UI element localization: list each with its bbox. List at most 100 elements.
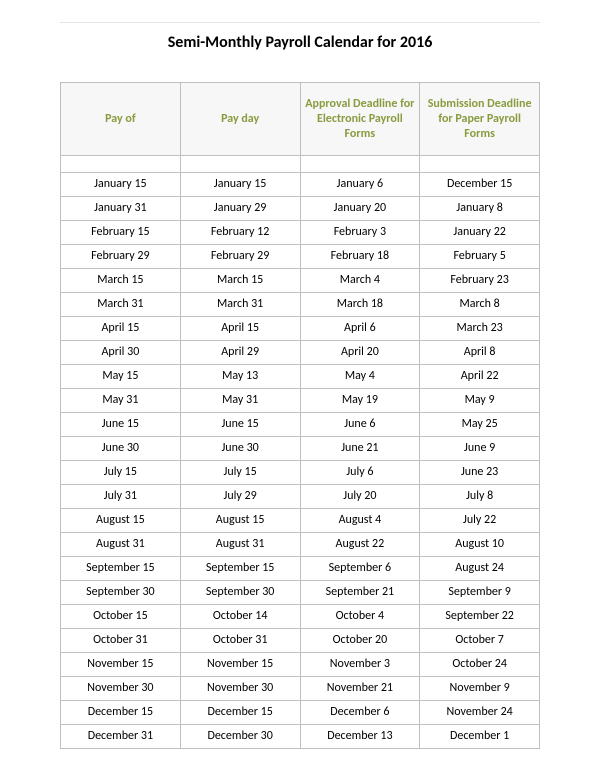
table-cell: July 20 — [300, 485, 420, 509]
table-cell: April 15 — [180, 317, 300, 341]
table-cell: January 6 — [300, 173, 420, 197]
table-cell: October 14 — [180, 605, 300, 629]
table-spacer-row — [61, 156, 540, 173]
table-cell: March 18 — [300, 293, 420, 317]
table-cell: April 8 — [420, 341, 540, 365]
table-cell: June 30 — [180, 437, 300, 461]
table-cell: June 9 — [420, 437, 540, 461]
table-cell: January 15 — [180, 173, 300, 197]
table-cell: October 4 — [300, 605, 420, 629]
table-cell: January 22 — [420, 221, 540, 245]
table-cell: March 8 — [420, 293, 540, 317]
table-cell: April 20 — [300, 341, 420, 365]
table-cell: December 6 — [300, 701, 420, 725]
table-cell: September 9 — [420, 581, 540, 605]
table-cell: May 31 — [180, 389, 300, 413]
table-row: February 15February 12February 3January … — [61, 221, 540, 245]
table-cell: April 22 — [420, 365, 540, 389]
table-cell: September 30 — [180, 581, 300, 605]
spacer-cell — [420, 156, 540, 173]
table-cell: December 15 — [180, 701, 300, 725]
table-cell: February 3 — [300, 221, 420, 245]
table-row: August 31August 31August 22August 10 — [61, 533, 540, 557]
table-cell: September 22 — [420, 605, 540, 629]
table-cell: February 23 — [420, 269, 540, 293]
table-cell: October 20 — [300, 629, 420, 653]
table-row: January 31January 29January 20January 8 — [61, 197, 540, 221]
table-cell: January 15 — [61, 173, 181, 197]
table-row: July 31July 29July 20July 8 — [61, 485, 540, 509]
table-cell: September 30 — [61, 581, 181, 605]
table-cell: July 15 — [61, 461, 181, 485]
table-cell: November 24 — [420, 701, 540, 725]
table-row: June 30June 30June 21June 9 — [61, 437, 540, 461]
table-cell: February 12 — [180, 221, 300, 245]
table-row: April 15April 15April 6March 23 — [61, 317, 540, 341]
table-cell: February 15 — [61, 221, 181, 245]
table-row: July 15July 15July 6June 23 — [61, 461, 540, 485]
table-row: January 15January 15January 6December 15 — [61, 173, 540, 197]
table-cell: November 15 — [180, 653, 300, 677]
payroll-table: Pay of Pay day Approval Deadline for Ele… — [60, 82, 540, 749]
table-cell: March 31 — [180, 293, 300, 317]
table-cell: October 31 — [180, 629, 300, 653]
table-cell: November 3 — [300, 653, 420, 677]
table-cell: August 31 — [180, 533, 300, 557]
table-cell: May 19 — [300, 389, 420, 413]
table-cell: October 15 — [61, 605, 181, 629]
table-cell: August 31 — [61, 533, 181, 557]
table-cell: April 30 — [61, 341, 181, 365]
table-cell: February 29 — [180, 245, 300, 269]
table-cell: February 5 — [420, 245, 540, 269]
table-row: March 31March 31March 18March 8 — [61, 293, 540, 317]
table-cell: March 15 — [61, 269, 181, 293]
table-cell: July 8 — [420, 485, 540, 509]
table-cell: August 15 — [180, 509, 300, 533]
table-cell: September 21 — [300, 581, 420, 605]
table-cell: June 30 — [61, 437, 181, 461]
table-cell: September 15 — [61, 557, 181, 581]
table-cell: October 7 — [420, 629, 540, 653]
top-rule — [60, 22, 540, 23]
table-cell: February 29 — [61, 245, 181, 269]
col-pay-day: Pay day — [180, 83, 300, 156]
spacer-cell — [180, 156, 300, 173]
table-cell: June 21 — [300, 437, 420, 461]
table-cell: November 30 — [180, 677, 300, 701]
table-cell: November 9 — [420, 677, 540, 701]
col-submission-deadline: Submission Deadline for Paper Payroll Fo… — [420, 83, 540, 156]
table-cell: December 13 — [300, 725, 420, 749]
table-cell: May 15 — [61, 365, 181, 389]
table-cell: October 31 — [61, 629, 181, 653]
table-cell: November 30 — [61, 677, 181, 701]
table-row: December 15December 15December 6November… — [61, 701, 540, 725]
table-cell: October 24 — [420, 653, 540, 677]
table-cell: April 29 — [180, 341, 300, 365]
table-cell: May 9 — [420, 389, 540, 413]
table-cell: March 31 — [61, 293, 181, 317]
table-row: March 15March 15March 4February 23 — [61, 269, 540, 293]
spacer-cell — [300, 156, 420, 173]
table-cell: December 15 — [420, 173, 540, 197]
table-cell: July 22 — [420, 509, 540, 533]
table-cell: May 25 — [420, 413, 540, 437]
table-cell: June 15 — [180, 413, 300, 437]
table-cell: February 18 — [300, 245, 420, 269]
table-row: May 31May 31May 19May 9 — [61, 389, 540, 413]
table-cell: August 15 — [61, 509, 181, 533]
table-row: April 30April 29April 20April 8 — [61, 341, 540, 365]
table-cell: January 29 — [180, 197, 300, 221]
table-row: November 30November 30November 21Novembe… — [61, 677, 540, 701]
table-body: January 15January 15January 6December 15… — [61, 156, 540, 749]
col-approval-deadline: Approval Deadline for Electronic Payroll… — [300, 83, 420, 156]
table-cell: September 15 — [180, 557, 300, 581]
table-cell: August 10 — [420, 533, 540, 557]
table-cell: November 15 — [61, 653, 181, 677]
table-row: September 15September 15September 6Augus… — [61, 557, 540, 581]
table-row: February 29February 29February 18Februar… — [61, 245, 540, 269]
table-cell: May 31 — [61, 389, 181, 413]
table-cell: July 6 — [300, 461, 420, 485]
table-cell: August 22 — [300, 533, 420, 557]
table-cell: July 29 — [180, 485, 300, 509]
table-cell: July 15 — [180, 461, 300, 485]
